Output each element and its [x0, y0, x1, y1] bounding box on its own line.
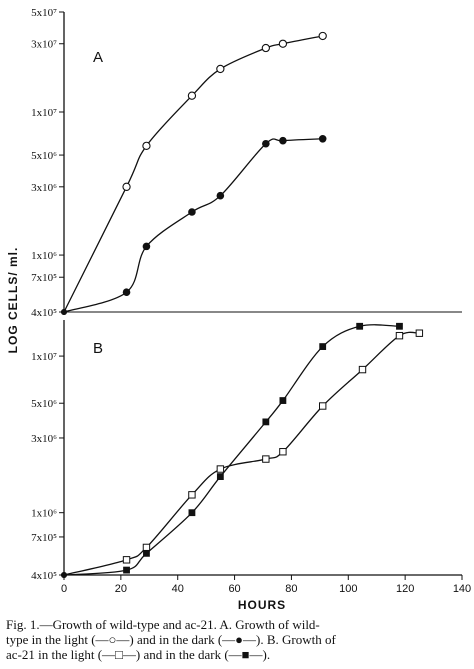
data-point-filled-square [143, 549, 150, 557]
caption-line: type in the light (—○—) and in the dark … [6, 632, 336, 647]
x-tick-label: 80 [285, 583, 297, 595]
data-point-open-circle [261, 43, 270, 53]
axes-frame [63, 12, 462, 576]
y-tick-label: 1x10⁶ [31, 508, 57, 520]
y-axis-title: LOG CELLS/ ml. [6, 247, 20, 354]
data-point-open-square [142, 543, 151, 552]
caption-line: ac-21 in the light (—□—) and in the dark… [6, 647, 271, 662]
data-point-open-circle [318, 31, 327, 41]
data-point-filled-circle [216, 191, 225, 200]
y-tick-label: 4x10⁵ [31, 570, 57, 582]
data-point-origin [61, 309, 67, 315]
data-point-open-circle [278, 39, 288, 48]
x-tick-label: 120 [396, 583, 414, 595]
y-tick-label: 5x10⁷ [31, 7, 57, 19]
axis-ticks: 4x10⁵ 7x10⁵ 1x10⁶ 3x10⁶ 5x10⁶ 1x10⁷ 3x10⁷ 5x10⁷… [31, 7, 471, 595]
data-point-filled-square [216, 473, 224, 480]
series-line-filled-circle [63, 138, 323, 313]
data-point-filled-square [188, 509, 196, 517]
data-point-open-square [122, 556, 131, 564]
data-point-open-square [415, 329, 424, 337]
y-tick-label: 7x10⁵ [31, 272, 57, 284]
data-point-filled-circle [122, 288, 131, 297]
panel-b-label: B [93, 340, 103, 357]
data-point-filled-square [262, 418, 270, 426]
series-line-open-circle [63, 35, 323, 313]
data-point-open-circle [142, 141, 151, 150]
y-tick-label: 5x10⁶ [31, 398, 57, 410]
data-point-open-square [216, 465, 225, 473]
data-point-open-circle [122, 182, 131, 191]
panel-a-label: A [93, 49, 103, 66]
data-point-filled-square [279, 397, 287, 404]
figure-caption: Fig. 1.—Growth of wild-type and ac-21. A… [6, 617, 470, 662]
data-point-filled-circle [279, 136, 287, 145]
data-point-filled-circle [318, 134, 327, 143]
data-point-open-square [188, 491, 196, 499]
data-point-open-square [279, 448, 287, 456]
data-point-filled-circle [142, 242, 151, 251]
data-point-filled-circle [262, 139, 270, 148]
y-tick-label: 1x10⁷ [31, 351, 57, 363]
y-tick-label: 1x10⁶ [31, 250, 57, 262]
data-point-open-square [395, 331, 404, 340]
x-tick-label: 20 [115, 583, 127, 595]
series-line-filled-square [63, 324, 400, 576]
data-point-filled-circle [188, 208, 196, 216]
data-point-filled-square [319, 343, 327, 350]
x-axis-title: HOURS [238, 598, 286, 612]
y-tick-label: 1x10⁷ [31, 107, 57, 119]
data-point-open-square [358, 365, 367, 374]
data-point-open-square [262, 455, 270, 463]
y-tick-label: 3x10⁷ [31, 39, 57, 51]
x-tick-label: 140 [453, 583, 471, 595]
data-point-filled-square [356, 322, 364, 330]
x-tick-label: 0 [61, 583, 67, 595]
x-tick-label: 100 [339, 583, 357, 595]
y-tick-label: 5x10⁶ [31, 150, 57, 162]
y-tick-label: 3x10⁶ [31, 433, 57, 445]
x-tick-label: 60 [228, 583, 240, 595]
caption-line: Fig. 1.—Growth of wild-type and ac-21. A… [6, 617, 320, 632]
y-tick-label: 7x10⁵ [31, 532, 57, 544]
y-tick-label: 4x10⁵ [31, 307, 57, 319]
y-tick-label: 3x10⁶ [31, 182, 57, 194]
data-point-filled-square [396, 322, 403, 330]
data-point-open-circle [187, 91, 197, 100]
data-series [61, 31, 424, 578]
data-point-filled-square [123, 566, 130, 574]
data-point-origin [61, 572, 67, 578]
data-point-open-square [319, 402, 327, 410]
x-tick-label: 40 [172, 583, 184, 595]
data-point-open-circle [216, 64, 225, 74]
